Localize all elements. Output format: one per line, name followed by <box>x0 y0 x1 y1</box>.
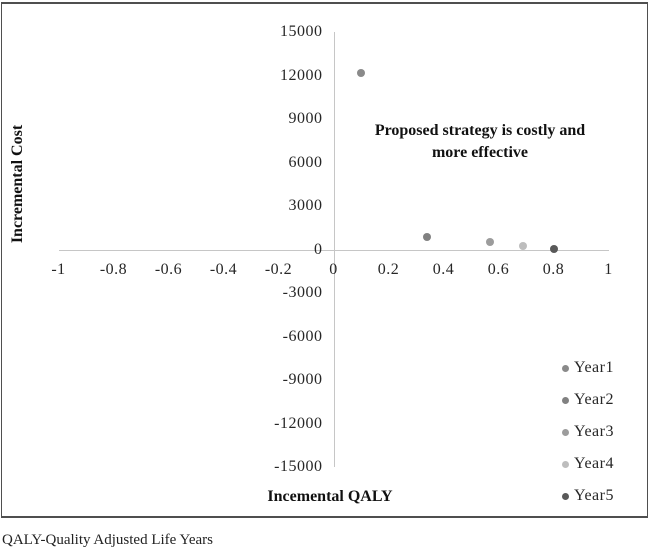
data-point-year2 <box>423 233 431 242</box>
y-tick-label: 6000 <box>288 153 323 171</box>
y-tick-label: -6000 <box>282 327 323 345</box>
legend-label: Year5 <box>574 487 614 504</box>
footnote: QALY-Quality Adjusted Life Years <box>2 532 213 548</box>
annotation-line: more effective <box>431 144 529 161</box>
legend-label: Year2 <box>574 391 614 408</box>
x-tick-label: 1 <box>604 260 613 278</box>
legend-marker-icon <box>562 492 569 500</box>
x-tick-label: -0.6 <box>154 260 183 278</box>
data-point-year3 <box>486 238 495 247</box>
y-axis-line <box>333 32 335 467</box>
x-tick-label: 0.6 <box>487 260 510 278</box>
y-tick-label: 15000 <box>280 23 323 40</box>
y-tick-label: 0 <box>314 240 323 258</box>
x-tick-label: -0.2 <box>264 260 293 278</box>
y-tick-label: 9000 <box>288 110 323 127</box>
legend-item-year1: Year1 <box>562 352 646 384</box>
y-tick-label: 12000 <box>280 66 323 84</box>
y-tick-label: 3000 <box>288 197 323 214</box>
legend-label: Year1 <box>574 359 614 376</box>
legend-label: Year3 <box>574 423 614 440</box>
legend: Year1 Year2 Year3 Year4 Year5 <box>562 352 646 512</box>
y-tick-label: -15000 <box>274 458 323 475</box>
chart-frame: Incremental Cost Incemental QALY Propose… <box>1 2 648 518</box>
legend-marker-icon <box>562 460 569 468</box>
data-point-year1 <box>357 68 365 77</box>
legend-marker-icon <box>562 364 569 372</box>
legend-item-year5: Year5 <box>562 480 646 512</box>
data-point-year4 <box>519 241 528 250</box>
legend-marker-icon <box>562 428 569 436</box>
x-tick-label: 0.4 <box>432 260 455 278</box>
x-axis-title: Incemental QALY <box>267 488 393 505</box>
x-tick-label: -0.4 <box>209 260 238 278</box>
legend-item-year2: Year2 <box>562 384 646 416</box>
legend-item-year3: Year3 <box>562 416 646 448</box>
x-tick-label: 0 <box>329 260 338 278</box>
y-axis-title: Incremental Cost <box>9 124 26 244</box>
quadrant-annotation: Proposed strategy is costly and more effe… <box>375 120 585 164</box>
x-tick-label: 0.8 <box>542 260 565 278</box>
legend-item-year4: Year4 <box>562 448 646 480</box>
legend-marker-icon <box>562 396 569 404</box>
y-tick-label: -9000 <box>282 371 323 388</box>
annotation-line: Proposed strategy is costly and <box>374 122 586 139</box>
y-tick-label: -3000 <box>282 284 323 301</box>
x-tick-label: 0.2 <box>377 260 400 278</box>
legend-label: Year4 <box>574 455 614 472</box>
x-tick-label: -1 <box>51 260 66 278</box>
x-tick-label: -0.8 <box>99 260 128 278</box>
data-point-year5 <box>549 244 558 253</box>
y-tick-label: -12000 <box>274 414 323 432</box>
